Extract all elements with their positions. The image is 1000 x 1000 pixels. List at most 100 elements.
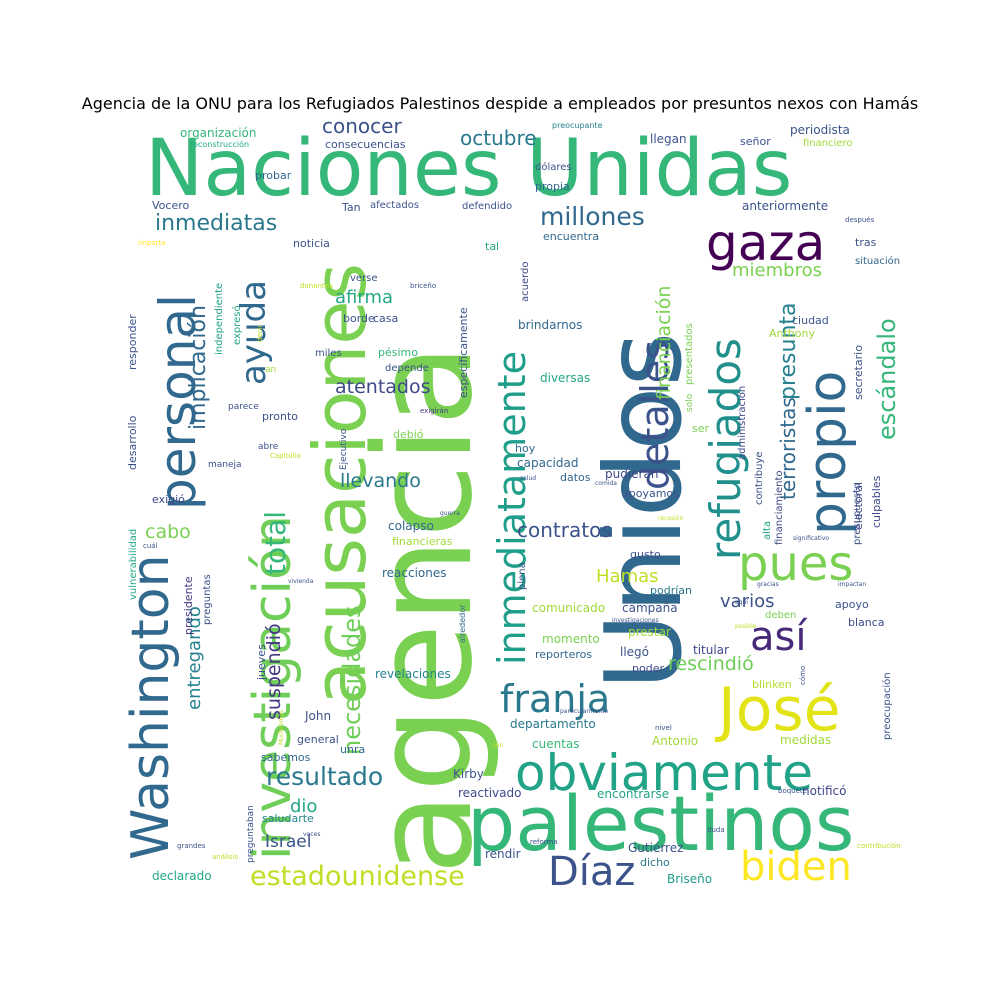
word-gaza: gaza [706,214,825,272]
word-preocupante: preocupante [552,121,603,130]
word-ser: ser [692,422,709,435]
word-decir: decir [256,324,264,342]
word-suspendió: suspendió [263,623,285,720]
word-departamento: departamento [510,717,596,731]
word-cómo: cómo [799,666,807,685]
word-titular: titular [693,643,729,657]
word-gusto: gusto [630,548,661,561]
word-expresó: expresó [231,305,243,345]
word-situación: situación [855,255,900,267]
word-hamas: Hamas [596,566,659,587]
word-hoy: hoy [515,442,536,455]
word-capacidad: capacidad [517,456,578,470]
word-reporteros: reporteros [535,648,592,661]
word-investigación: investigación [243,515,303,860]
word-muchísimas: Muchísimas [278,710,285,745]
word-después: después [845,216,875,224]
word-atentados: atentados [335,376,431,398]
word-reforma: reforma [530,838,558,846]
word-grandes: grandes [177,842,206,850]
word-podrían: podrían [650,584,692,597]
word-blinken: blinken [752,678,792,691]
word-estadounidense: estadounidense [250,861,465,892]
word-desarrollo: desarrollo [126,415,139,470]
word-aquí: aquí [735,599,748,606]
word-rendir: rendir [485,847,521,861]
word-dio: dio [290,796,317,817]
chart-title: Agencia de la ONU para los Refugiados Pa… [81,94,919,113]
word-josé: José [714,675,841,745]
word-naciones-unidas: Naciones Unidas [145,124,792,214]
word-díaz: Díaz [548,849,635,895]
word-an: an [265,365,276,375]
word-secretario: secretario [852,345,865,400]
word-entregando: entregando [184,606,205,710]
word-presupuesto: presupuesto [852,483,863,545]
word-inmediatamente: inmediatamente [490,351,534,665]
word-tal: tal [485,240,499,253]
word-organización: organización [180,126,257,140]
word-importa: importa [138,239,165,247]
word-tras: tras [855,236,877,249]
word-terroristas: terroristas [776,397,800,500]
word-contratos: contratos [517,518,612,542]
word-sabemos: sabemos [261,751,311,764]
word-llegan: llegan [650,132,687,146]
word-biden: biden [740,844,852,890]
word-cabo: cabo [145,521,191,543]
word-llegó: llegó [620,645,649,659]
word-culpables: culpables [870,475,883,528]
word-palestinos: palestinos [467,779,854,868]
word-unidos: Unidos [583,332,705,690]
word-resultado: resultado [266,762,383,791]
word-maneja: maneja [208,460,242,470]
word-financiamiento: financiamiento [774,470,785,545]
word-periodista: periodista [790,123,850,137]
word-reactivado: reactivado [458,786,521,800]
word-afirma: afirma [335,287,393,308]
word-investigaciones: investigaciones [612,617,659,624]
word-ciudad: ciudad [792,314,829,327]
word-declarado: declarado [152,869,212,883]
word-varios: varios [720,591,774,612]
word-john: John [304,709,331,723]
word-noticia: noticia [293,237,330,250]
word-recesión: recesión [658,515,683,522]
word-donantes: donantes [300,282,333,290]
word-israel: Israel [265,832,311,852]
word-aún: aún [492,742,503,749]
word-solo: solo [685,393,695,412]
word-abre: abre [258,442,279,452]
word-boquete: boquete [778,787,807,795]
word-momento: momento [542,632,600,646]
word-pues: pues [738,536,853,592]
word-señor: señor [740,135,771,148]
word-personal: personal [149,294,207,510]
word-poder: poder [632,662,664,675]
word-contribuye: contribuye [754,451,765,505]
word-alta: alta [762,521,773,540]
word-preguntas: preguntas [202,574,213,625]
word-comida: comida [595,480,617,487]
word-gutiérrez: Gutiérrez [628,841,683,855]
word-blanca: blanca [848,616,885,629]
word-apoyo: apoyo [835,598,869,611]
word-acusaciones: acusaciones [298,263,382,705]
word-ejecutivo: Ejecutivo [339,428,349,470]
word-diversas: diversas [540,371,590,385]
word-conocer: conocer [322,114,402,138]
word-briseño: Briseño [667,872,712,886]
word-propia: propia [535,180,570,193]
word-acuerdo: acuerdo [520,261,531,302]
word-rescindió: rescindió [668,653,754,675]
word-antonio: Antonio [652,734,698,748]
word-datos: datos [560,471,591,484]
word-kirby: Kirby [453,767,484,781]
word-significativo: significativo [793,535,829,542]
word-necesidades: necesidades [338,605,366,755]
word-guerra: guerra [440,510,460,517]
word-parece: parece [228,402,259,412]
word-contribución: contribución [857,842,901,850]
word-jueves: jueves [255,644,268,681]
